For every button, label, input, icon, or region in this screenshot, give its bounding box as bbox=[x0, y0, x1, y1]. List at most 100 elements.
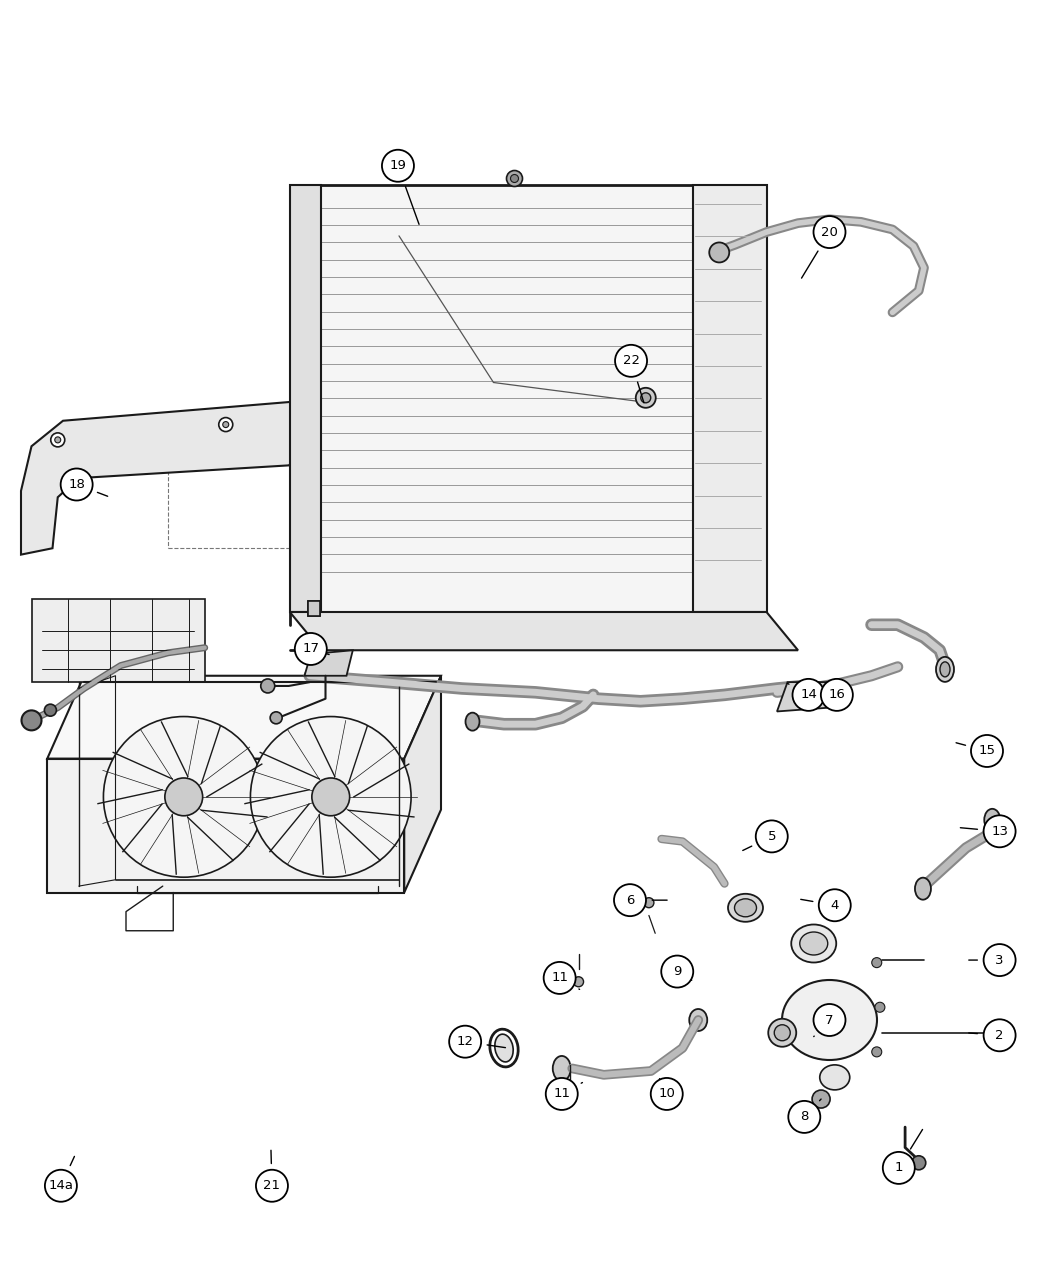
Text: 8: 8 bbox=[800, 1111, 808, 1123]
Text: 11: 11 bbox=[551, 972, 568, 984]
Polygon shape bbox=[302, 185, 704, 612]
Circle shape bbox=[774, 1025, 791, 1040]
Ellipse shape bbox=[936, 657, 954, 682]
Text: 19: 19 bbox=[390, 159, 406, 172]
Circle shape bbox=[872, 958, 882, 968]
Circle shape bbox=[640, 393, 651, 403]
Polygon shape bbox=[32, 599, 205, 682]
Ellipse shape bbox=[800, 932, 827, 955]
Circle shape bbox=[510, 175, 519, 182]
Circle shape bbox=[644, 898, 654, 908]
Text: 12: 12 bbox=[457, 1035, 474, 1048]
Circle shape bbox=[821, 678, 853, 711]
Ellipse shape bbox=[735, 899, 756, 917]
Circle shape bbox=[270, 711, 282, 724]
Circle shape bbox=[769, 1019, 796, 1047]
Text: 18: 18 bbox=[68, 478, 85, 491]
Ellipse shape bbox=[915, 877, 931, 900]
Circle shape bbox=[984, 944, 1015, 977]
Text: 6: 6 bbox=[626, 894, 634, 907]
Circle shape bbox=[449, 1025, 481, 1058]
Ellipse shape bbox=[820, 1065, 849, 1090]
Ellipse shape bbox=[940, 662, 950, 677]
Polygon shape bbox=[777, 682, 840, 711]
Circle shape bbox=[793, 678, 824, 711]
Circle shape bbox=[662, 955, 693, 988]
Circle shape bbox=[45, 1169, 77, 1202]
Text: 17: 17 bbox=[302, 643, 319, 655]
Circle shape bbox=[872, 1047, 882, 1057]
Circle shape bbox=[814, 215, 845, 249]
Ellipse shape bbox=[984, 808, 1001, 831]
Circle shape bbox=[312, 778, 350, 816]
Polygon shape bbox=[47, 676, 441, 759]
Polygon shape bbox=[47, 759, 404, 892]
Text: 2: 2 bbox=[995, 1029, 1004, 1042]
Text: 11: 11 bbox=[553, 1088, 570, 1100]
Text: 16: 16 bbox=[828, 688, 845, 701]
Circle shape bbox=[911, 1156, 926, 1169]
Circle shape bbox=[44, 704, 57, 717]
Circle shape bbox=[812, 1090, 831, 1108]
Circle shape bbox=[223, 422, 229, 427]
Text: 13: 13 bbox=[991, 825, 1008, 838]
Circle shape bbox=[506, 171, 523, 186]
Circle shape bbox=[875, 1002, 885, 1012]
Circle shape bbox=[709, 242, 730, 263]
Circle shape bbox=[756, 820, 788, 853]
Text: 10: 10 bbox=[658, 1088, 675, 1100]
Circle shape bbox=[814, 1003, 845, 1037]
Circle shape bbox=[984, 815, 1015, 848]
Text: 9: 9 bbox=[673, 965, 681, 978]
Circle shape bbox=[218, 418, 233, 431]
Text: 4: 4 bbox=[831, 899, 839, 912]
Text: 14a: 14a bbox=[48, 1179, 74, 1192]
Text: 15: 15 bbox=[979, 745, 995, 757]
Circle shape bbox=[651, 1077, 682, 1111]
Circle shape bbox=[295, 632, 327, 666]
Circle shape bbox=[260, 680, 275, 692]
Polygon shape bbox=[404, 676, 441, 892]
Circle shape bbox=[565, 1088, 575, 1098]
Circle shape bbox=[971, 734, 1003, 768]
Text: 1: 1 bbox=[895, 1162, 903, 1174]
Polygon shape bbox=[693, 185, 766, 612]
Circle shape bbox=[103, 717, 265, 877]
Text: 22: 22 bbox=[623, 354, 639, 367]
Circle shape bbox=[256, 1169, 288, 1202]
Ellipse shape bbox=[495, 1034, 513, 1062]
Polygon shape bbox=[290, 612, 798, 650]
Circle shape bbox=[635, 388, 656, 408]
Ellipse shape bbox=[552, 1056, 571, 1081]
FancyBboxPatch shape bbox=[308, 601, 319, 616]
Ellipse shape bbox=[782, 980, 877, 1060]
Circle shape bbox=[50, 434, 65, 446]
Ellipse shape bbox=[689, 1009, 708, 1031]
Ellipse shape bbox=[728, 894, 763, 922]
Circle shape bbox=[984, 1019, 1015, 1052]
Circle shape bbox=[382, 149, 414, 182]
Ellipse shape bbox=[792, 924, 836, 963]
Text: 20: 20 bbox=[821, 226, 838, 238]
Polygon shape bbox=[21, 402, 304, 555]
Circle shape bbox=[544, 961, 575, 994]
Text: 5: 5 bbox=[768, 830, 776, 843]
Circle shape bbox=[251, 717, 412, 877]
Text: 7: 7 bbox=[825, 1014, 834, 1026]
Circle shape bbox=[546, 1077, 578, 1111]
Circle shape bbox=[55, 437, 61, 442]
Polygon shape bbox=[304, 650, 353, 676]
Text: 21: 21 bbox=[264, 1179, 280, 1192]
Text: 3: 3 bbox=[995, 954, 1004, 966]
Text: 14: 14 bbox=[800, 688, 817, 701]
Circle shape bbox=[165, 778, 203, 816]
Circle shape bbox=[819, 889, 850, 922]
Polygon shape bbox=[290, 185, 321, 612]
FancyBboxPatch shape bbox=[308, 601, 319, 616]
Circle shape bbox=[789, 1100, 820, 1133]
Circle shape bbox=[61, 468, 92, 501]
Circle shape bbox=[614, 884, 646, 917]
Ellipse shape bbox=[465, 713, 480, 731]
Circle shape bbox=[615, 344, 647, 377]
Circle shape bbox=[883, 1151, 915, 1184]
